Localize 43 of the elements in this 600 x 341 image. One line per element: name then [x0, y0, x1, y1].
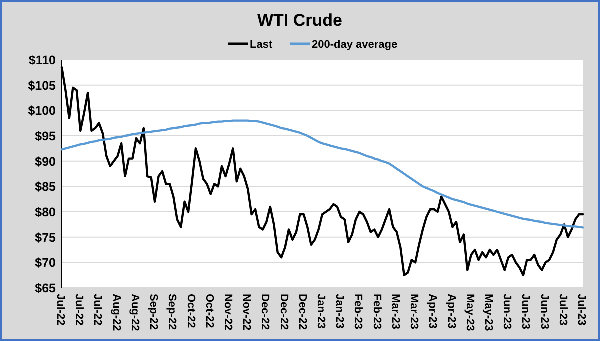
x-tick-label: Oct-22 [184, 294, 197, 328]
x-tick-label: Feb-23 [352, 294, 364, 330]
x-tick-label: Jul-23 [576, 294, 588, 326]
x-tick-label: Sep-22 [148, 294, 160, 330]
y-tick-label: $105 [28, 78, 56, 93]
x-tick-label: Aug-22 [128, 294, 141, 332]
x-tick-label: Jun-23 [501, 294, 514, 330]
x-tick-label: Jul-22 [54, 294, 66, 326]
x-tick-label: May-23 [464, 294, 476, 332]
y-tick-label: $65 [35, 282, 56, 296]
x-tick-label: Aug-22 [110, 294, 122, 332]
x-tick-label: Jun-23 [538, 294, 550, 330]
x-tick-label: Nov-22 [240, 294, 253, 331]
x-tick-label: Jan-23 [315, 294, 327, 329]
y-tick-label: $70 [35, 256, 56, 270]
x-tick-label: Jul-23 [556, 294, 569, 326]
y-tick-label: $85 [35, 180, 56, 194]
x-tick-label: Dec-22 [278, 294, 290, 330]
x-tick-label: Jun-23 [520, 294, 532, 330]
x-tick-label: Jan-23 [334, 294, 346, 329]
x-tick-label: Apr-23 [445, 294, 458, 329]
x-tick-label: Feb-23 [370, 294, 383, 330]
y-tick-label: $95 [35, 130, 56, 144]
x-tick-label: Sep-22 [166, 294, 178, 330]
y-tick-label: $110 [28, 54, 56, 68]
x-tick-label: Dec-22 [296, 294, 308, 330]
x-tick-label: Dec-22 [259, 294, 272, 330]
x-tick-label: Nov-22 [222, 294, 234, 331]
y-tick-label: $90 [35, 154, 56, 169]
line-series [60, 120, 584, 229]
x-tick-label: Jul-22 [73, 294, 86, 326]
x-tick-label: Apr-23 [426, 294, 439, 329]
x-tick-label: May-23 [482, 294, 494, 332]
y-tick-label: $75 [35, 230, 56, 245]
x-tick-label: Oct-22 [203, 294, 216, 328]
x-tick-label: Mar-23 [408, 294, 420, 330]
legend-label: Last [250, 39, 273, 51]
x-tick-label: Jul-22 [92, 294, 104, 326]
chart-title: WTI Crude [258, 11, 342, 30]
y-tick-label: $80 [35, 206, 56, 220]
x-tick-label: Mar-23 [389, 294, 402, 330]
y-tick-label: $100 [28, 104, 56, 118]
legend-label: 200-day average [312, 39, 398, 51]
